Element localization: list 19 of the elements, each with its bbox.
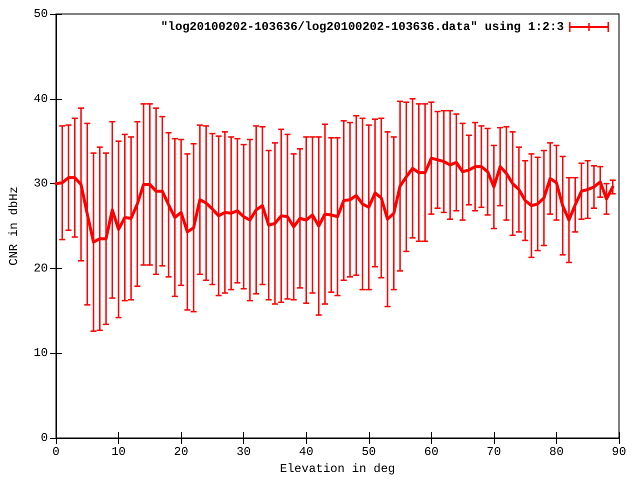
legend-label: "log20100202-103636/log20100202-103636.data" using 1:2:3 <box>160 20 564 34</box>
x-tick-label: 0 <box>52 445 60 459</box>
x-tick-label: 40 <box>299 445 314 459</box>
y-tick-label: 20 <box>34 261 48 276</box>
x-tick-label: 10 <box>111 445 126 459</box>
y-tick-label: 0 <box>40 431 48 445</box>
x-axis-title: Elevation in deg <box>280 462 396 476</box>
y-tick-label: 10 <box>34 346 48 360</box>
y-tick-label: 30 <box>34 176 48 191</box>
x-tick-label: 20 <box>174 445 188 459</box>
x-tick-label: 70 <box>486 445 502 459</box>
y-tick-label: 50 <box>34 7 48 21</box>
y-axis-title: CNR in dbHz <box>7 186 21 266</box>
x-tick-label: 90 <box>612 445 626 459</box>
y-tick-label: 40 <box>34 92 48 106</box>
x-tick-label: 50 <box>362 445 376 459</box>
x-tick-label: 30 <box>236 445 251 459</box>
x-tick-label: 80 <box>549 445 564 459</box>
x-tick-label: 60 <box>424 445 439 459</box>
